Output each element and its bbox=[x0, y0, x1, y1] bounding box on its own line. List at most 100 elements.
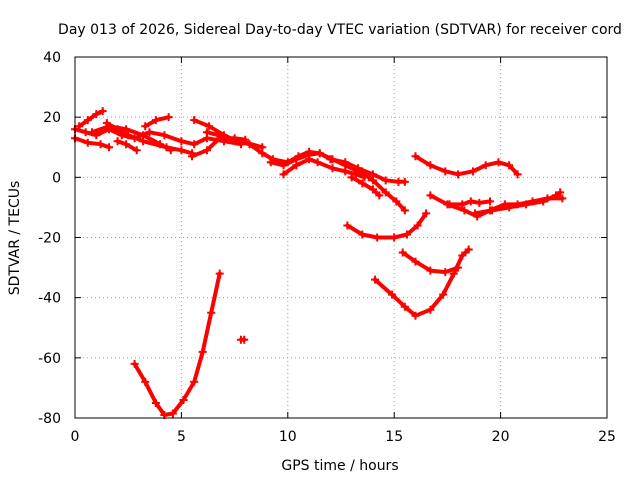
data-point bbox=[411, 257, 420, 266]
grid-lines bbox=[75, 57, 607, 418]
data-point bbox=[426, 305, 435, 314]
series-line bbox=[132, 271, 222, 417]
data-point bbox=[219, 132, 228, 141]
series-trace-6 bbox=[113, 137, 141, 155]
data-point bbox=[160, 131, 169, 140]
series-trace-10 bbox=[202, 128, 267, 152]
data-point bbox=[426, 161, 435, 170]
y-tick-label: 20 bbox=[43, 110, 61, 126]
series-line bbox=[143, 115, 171, 129]
data-point bbox=[207, 308, 216, 317]
series-trace-2 bbox=[71, 134, 114, 152]
data-point bbox=[141, 122, 150, 131]
data-point bbox=[381, 176, 390, 185]
data-point bbox=[551, 191, 560, 200]
data-point bbox=[145, 128, 154, 137]
data-point bbox=[400, 177, 409, 186]
data-point bbox=[426, 266, 435, 275]
data-point bbox=[75, 122, 84, 131]
data-point bbox=[392, 197, 401, 206]
data-point bbox=[468, 167, 477, 176]
data-point bbox=[205, 122, 214, 131]
data-point bbox=[458, 200, 467, 209]
series-trace-23 bbox=[236, 335, 249, 344]
data-point bbox=[266, 158, 275, 167]
data-point bbox=[202, 146, 211, 155]
data-point bbox=[398, 248, 407, 257]
data-point bbox=[488, 206, 497, 215]
data-point bbox=[326, 155, 335, 164]
data-point bbox=[190, 377, 199, 386]
data-point bbox=[388, 290, 397, 299]
x-tick-label: 15 bbox=[385, 429, 403, 445]
y-tick-label: -80 bbox=[38, 411, 61, 427]
data-point bbox=[373, 233, 382, 242]
series-trace-12 bbox=[279, 155, 369, 182]
data-point bbox=[164, 113, 173, 122]
data-point bbox=[315, 149, 324, 158]
y-tick-label: -20 bbox=[38, 231, 61, 247]
data-point bbox=[292, 161, 301, 170]
series-trace-7 bbox=[141, 113, 173, 131]
data-point bbox=[358, 167, 367, 176]
data-point bbox=[358, 179, 367, 188]
data-point bbox=[485, 197, 494, 206]
x-tick-label: 10 bbox=[279, 429, 297, 445]
data-point bbox=[558, 194, 567, 203]
series-line bbox=[115, 139, 139, 153]
y-tick-label: -40 bbox=[38, 291, 61, 307]
data-point bbox=[505, 203, 514, 212]
data-point bbox=[458, 251, 467, 260]
data-point bbox=[471, 209, 480, 218]
series-line bbox=[77, 109, 105, 129]
data-point bbox=[215, 269, 224, 278]
series-trace-3 bbox=[75, 107, 107, 131]
series-line bbox=[204, 130, 265, 150]
data-point bbox=[343, 221, 352, 230]
x-tick-label: 0 bbox=[71, 429, 80, 445]
data-point bbox=[179, 395, 188, 404]
y-tick-label: 40 bbox=[43, 50, 61, 66]
series-line bbox=[349, 175, 382, 198]
data-point bbox=[279, 161, 288, 170]
series-trace-18 bbox=[445, 197, 494, 209]
data-point bbox=[341, 167, 350, 176]
data-point bbox=[105, 143, 114, 152]
data-point bbox=[513, 170, 522, 179]
data-point bbox=[426, 191, 435, 200]
data-point bbox=[88, 128, 97, 137]
data-point bbox=[351, 170, 360, 179]
data-point bbox=[305, 155, 314, 164]
data-point bbox=[347, 173, 356, 182]
data-point bbox=[313, 158, 322, 167]
data-point bbox=[341, 158, 350, 167]
x-tick-label: 20 bbox=[492, 429, 510, 445]
data-point bbox=[411, 311, 420, 320]
data-point bbox=[141, 377, 150, 386]
series-trace-13 bbox=[358, 167, 409, 215]
data-point bbox=[130, 359, 139, 368]
data-point bbox=[190, 116, 199, 125]
data-point bbox=[371, 275, 380, 284]
series-line bbox=[428, 193, 565, 219]
data-point bbox=[102, 119, 111, 128]
data-point bbox=[441, 167, 450, 176]
data-point bbox=[151, 116, 160, 125]
data-traces bbox=[71, 107, 567, 419]
data-point bbox=[258, 143, 267, 152]
data-point bbox=[402, 230, 411, 239]
data-point bbox=[202, 128, 211, 137]
x-axis-label: GPS time / hours bbox=[281, 458, 398, 474]
data-point bbox=[236, 137, 245, 146]
data-point bbox=[411, 152, 420, 161]
data-point bbox=[177, 146, 186, 155]
series-trace-17 bbox=[426, 191, 567, 221]
data-point bbox=[122, 140, 131, 149]
data-point bbox=[475, 198, 484, 207]
data-point bbox=[162, 143, 171, 152]
data-point bbox=[381, 188, 390, 197]
data-point bbox=[113, 137, 122, 146]
data-point bbox=[556, 188, 565, 197]
data-point bbox=[439, 290, 448, 299]
chart-title: Day 013 of 2026, Sidereal Day-to-day VTE… bbox=[58, 22, 622, 38]
